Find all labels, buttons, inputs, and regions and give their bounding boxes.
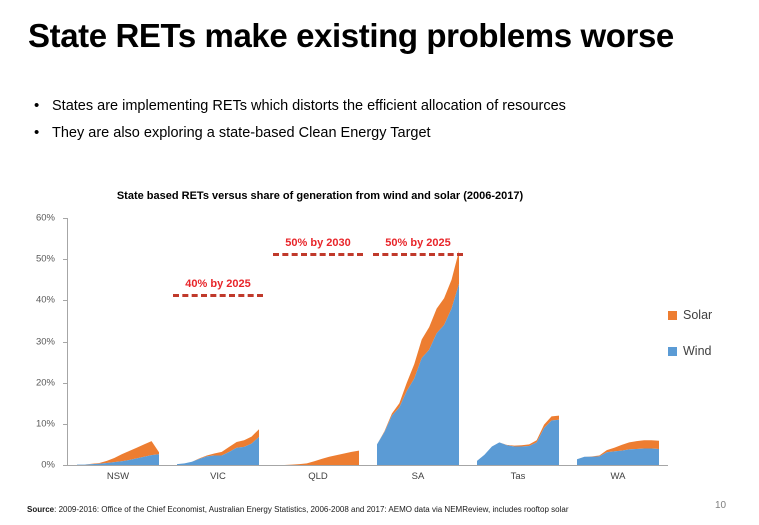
x-axis-line	[67, 465, 668, 466]
legend-item-solar: Solar	[668, 308, 712, 322]
area-series-solar	[577, 440, 659, 460]
x-axis-label-sa: SA	[411, 471, 425, 482]
y-axis-tick: 20%	[36, 377, 68, 388]
target-annotation-line	[373, 253, 463, 257]
page-title: State RETs make existing problems worse	[28, 17, 674, 54]
list-item: • States are implementing RETs which dis…	[30, 96, 730, 116]
area-series-solar	[177, 429, 259, 465]
bullet-marker-icon: •	[34, 124, 40, 141]
target-annotation-sa: 50% by 2025	[373, 237, 463, 257]
target-annotation-qld: 50% by 2030	[273, 237, 363, 257]
x-axis-label-nsw: NSW	[106, 471, 130, 482]
area-series-wind	[477, 419, 559, 465]
y-axis-tick-label: 40%	[35, 294, 55, 306]
area-series-wind	[77, 454, 159, 465]
x-axis-label-tas: Tas	[510, 471, 526, 482]
x-axis-label-wa: WA	[610, 471, 626, 482]
chart-area-panel-sa	[377, 218, 459, 465]
source-detail: : 2009-2016: Office of the Chief Economi…	[54, 505, 569, 514]
legend-label: Wind	[683, 344, 712, 358]
bullet-text: States are implementing RETs which disto…	[52, 98, 566, 114]
legend-swatch-icon	[668, 310, 677, 320]
y-axis-tick: 50%	[36, 254, 68, 265]
y-axis-tick-label: 60%	[35, 212, 55, 224]
bullet-marker-icon: •	[34, 97, 40, 114]
source-note: Source: 2009-2016: Office of the Chief E…	[27, 504, 687, 515]
chart-area-panel-tas	[477, 218, 559, 465]
target-annotation-vic: 40% by 2025	[173, 278, 263, 298]
chart-legend: Solar Wind	[668, 308, 712, 380]
source-label: Source	[27, 505, 55, 514]
area-series-solar	[477, 415, 559, 461]
area-series-wind	[577, 448, 659, 465]
y-axis-tick-label: 50%	[35, 253, 55, 265]
y-axis-tick-label: 20%	[35, 377, 55, 389]
target-annotation-line	[273, 253, 363, 257]
area-series-wind	[377, 283, 459, 465]
area-series-wind	[177, 437, 259, 465]
y-axis-tick: 0%	[41, 460, 68, 471]
chart-area-panel-qld	[277, 218, 359, 465]
y-axis-tick: 60%	[36, 213, 68, 224]
chart-area-panel-vic	[177, 218, 259, 465]
chart-plot-area: 0% 10% 20% 30% 40% 50% 60% NSW VIC QLD SA Tas WA	[36, 213, 668, 482]
target-annotation-label: 50% by 2025	[385, 237, 451, 250]
chart-area-panel-wa	[577, 218, 659, 465]
y-axis-tick: 30%	[36, 336, 68, 347]
legend-label: Solar	[683, 308, 713, 322]
bullet-list: • States are implementing RETs which dis…	[30, 96, 730, 150]
area-series-solar	[277, 450, 359, 465]
target-annotation-label: 40% by 2025	[185, 278, 251, 291]
bullet-text: They are also exploring a state-based Cl…	[52, 125, 431, 141]
y-axis-tick: 40%	[36, 295, 68, 306]
y-axis-tick: 10%	[36, 418, 68, 429]
target-annotation-line	[173, 294, 263, 298]
y-axis-tick-label: 30%	[35, 336, 55, 347]
chart: State based RETs versus share of generat…	[0, 190, 759, 490]
page-number: 10	[715, 500, 727, 511]
x-axis-label-qld: QLD	[308, 471, 328, 482]
area-series-solar	[77, 441, 159, 465]
chart-area-panel-nsw	[77, 218, 159, 465]
chart-title: State based RETs versus share of generat…	[116, 190, 524, 202]
y-axis-tick-label: 0%	[41, 459, 55, 471]
target-annotation-label: 50% by 2030	[285, 237, 351, 250]
legend-item-wind: Wind	[668, 344, 712, 358]
x-axis-label-vic: VIC	[210, 471, 226, 482]
list-item: • They are also exploring a state-based …	[30, 123, 730, 143]
legend-swatch-icon	[668, 346, 677, 356]
y-axis-tick-label: 10%	[35, 418, 55, 430]
